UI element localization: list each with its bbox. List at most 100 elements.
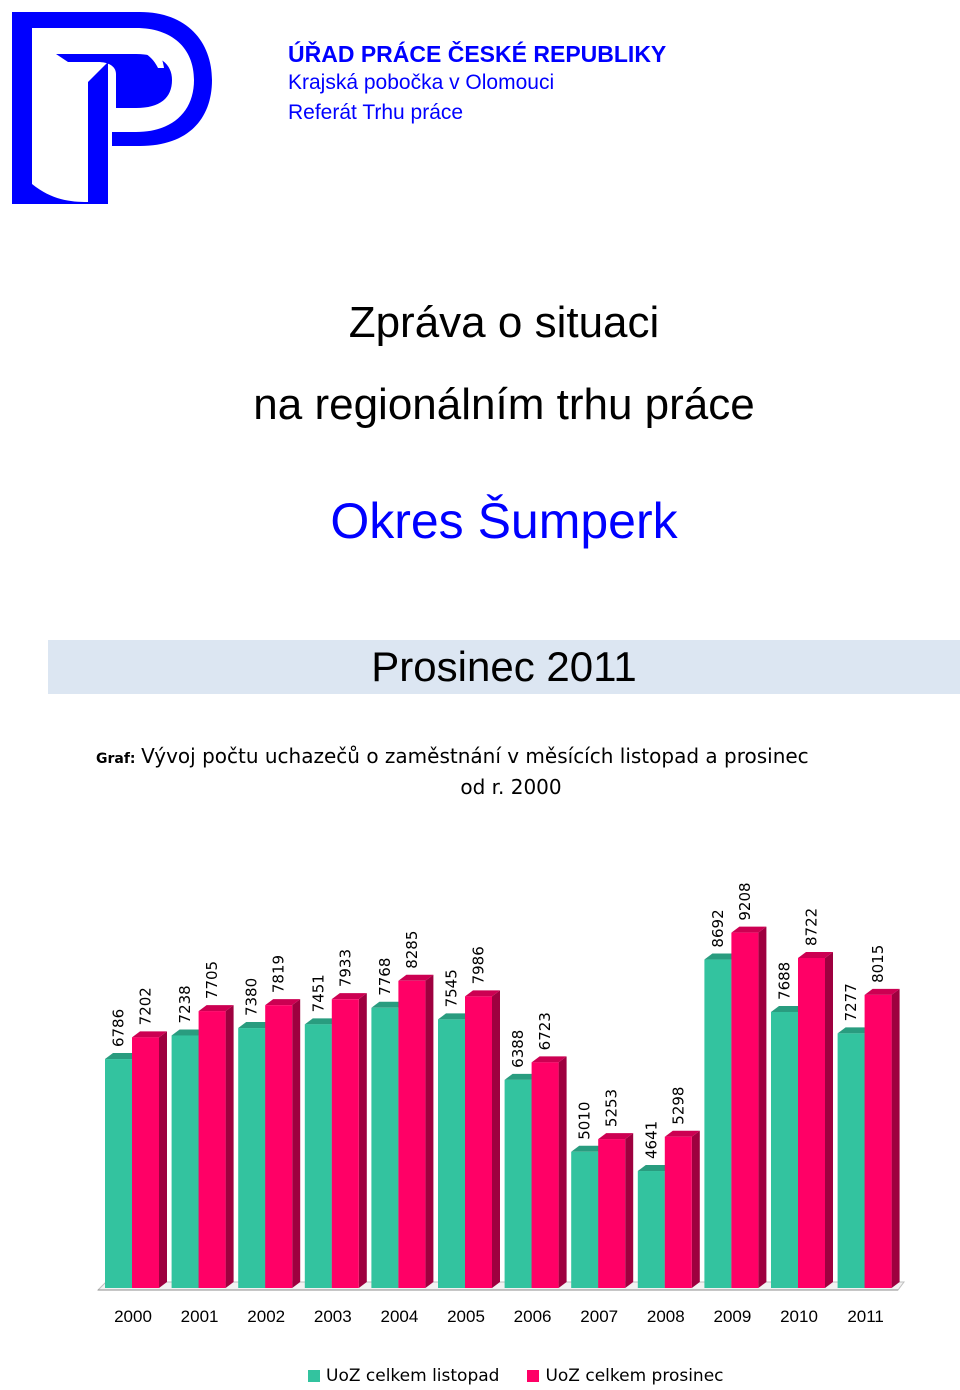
data-label-2010-s0: 7688 [776,962,794,1000]
bar-top-2009-s1 [731,926,767,933]
bar-side-2001-s1 [225,1005,234,1288]
x-tick-2002: 2002 [247,1307,285,1326]
bar-top-2010-s0 [771,1005,806,1012]
data-label-2009-s1: 9208 [736,882,754,920]
bar-2004-s1 [398,980,426,1288]
bar-top-2007-s1 [598,1133,634,1140]
bar-2011-s1 [864,994,892,1288]
bar-2003-s0 [304,1024,332,1288]
data-label-2010-s1: 8722 [803,908,821,946]
bar-2008-s0 [637,1171,665,1288]
data-label-2003-s0: 7451 [309,974,327,1012]
bar-side-2002-s1 [292,999,301,1288]
legend-item-listopad: UoZ celkem listopad [308,1366,499,1386]
bar-2011-s0 [837,1033,865,1288]
legend-swatch-listopad [308,1370,320,1382]
x-tick-2009: 2009 [713,1307,751,1326]
bar-top-2011-s0 [837,1027,873,1034]
data-label-2005-s1: 7986 [470,946,488,984]
report-title-line2: na regionálním trhu práce [253,380,755,429]
bar-top-2006-s0 [504,1073,540,1080]
x-tick-2000: 2000 [114,1307,152,1326]
bar-side-2003-s1 [358,993,367,1288]
legend-label-listopad: UoZ celkem listopad [326,1366,500,1386]
bar-top-2004-s1 [398,974,434,981]
data-label-2003-s1: 7933 [336,949,354,987]
data-label-2011-s0: 7277 [842,983,860,1021]
report-period: Prosinec 2011 [371,643,637,690]
bar-2009-s1 [731,932,759,1288]
bar-side-2000-s1 [159,1031,167,1288]
data-label-2007-s0: 5010 [576,1102,594,1140]
bar-2010-s0 [771,1011,798,1288]
bar-top-2000-s1 [132,1031,167,1038]
bar-top-2010-s1 [798,951,833,958]
bar-side-2006-s1 [558,1056,567,1288]
legend-label-prosinec: UoZ celkem prosinec [545,1366,724,1386]
office-branch: Krajská pobočka v Olomouci [288,71,555,94]
bar-2002-s0 [238,1028,266,1288]
bar-2003-s1 [331,999,359,1288]
x-tick-2010: 2010 [780,1307,818,1326]
office-header: ÚŘAD PRÁCE ČESKÉ REPUBLIKY Krajská poboč… [288,40,666,128]
data-label-2001-s1: 7705 [203,961,221,999]
bar-side-2004-s1 [425,974,434,1288]
urad-prace-logo-icon [12,12,212,204]
bar-2001-s1 [198,1011,226,1288]
bar-top-2011-s1 [864,988,900,995]
bar-top-2002-s1 [265,999,301,1006]
bar-2000-s1 [132,1037,159,1288]
bar-top-2001-s1 [198,1005,234,1012]
bar-top-2000-s0 [105,1053,140,1060]
report-title-line1: Zpráva o situaci [348,298,660,347]
bar-top-2002-s0 [238,1022,274,1029]
x-tick-2001: 2001 [181,1307,219,1326]
legend-item-prosinec: UoZ celkem prosinec [527,1366,724,1386]
bar-2009-s0 [704,959,732,1288]
bar-top-2004-s0 [371,1001,407,1008]
bar-side-2011-s1 [891,988,900,1288]
data-label-2001-s0: 7238 [176,985,194,1023]
bar-top-2006-s1 [531,1056,567,1063]
bar-top-2003-s0 [304,1018,340,1025]
caption-label: Graf: [96,751,136,767]
chart-legend: UoZ celkem listopad UoZ celkem prosinec [308,1366,752,1386]
data-label-2006-s1: 6723 [536,1012,554,1050]
chart-caption: Graf: Vývoj počtu uchazečů o zaměstnání … [96,742,926,801]
data-label-2011-s1: 8015 [869,945,887,983]
bar-2007-s1 [598,1139,626,1288]
bar-side-2008-s1 [691,1130,700,1288]
x-tick-2005: 2005 [447,1307,485,1326]
bar-2002-s1 [265,1005,293,1288]
bar-2005-s0 [438,1019,465,1288]
district-name: Okres Šumperk [330,493,678,549]
data-label-2002-s0: 7380 [243,978,261,1016]
data-label-2007-s1: 5253 [603,1089,621,1127]
data-label-2000-s0: 6786 [110,1009,128,1047]
office-department: Referát Trhu práce [288,101,464,124]
unemployment-chart: 6786 7202 2000 7238 7705 2001 7380 7819 2002 7451… [96,882,905,1326]
bar-top-2008-s1 [664,1130,700,1137]
bar-top-2007-s0 [571,1145,607,1152]
data-label-2008-s1: 5298 [669,1087,687,1125]
bar-top-2005-s1 [465,990,500,997]
bar-2000-s0 [105,1059,132,1288]
bar-2005-s1 [465,996,492,1288]
bar-2006-s1 [531,1062,559,1288]
bar-2010-s1 [798,957,825,1288]
bar-side-2010-s1 [825,951,833,1288]
bar-top-2008-s0 [637,1165,673,1172]
x-tick-2006: 2006 [514,1307,552,1326]
caption-text-line1: Vývoj počtu uchazečů o zaměstnání v měsí… [141,744,809,768]
office-name: ÚŘAD PRÁCE ČESKÉ REPUBLIKY [288,41,667,67]
bar-top-2005-s0 [438,1013,473,1020]
bar-2001-s0 [171,1035,199,1288]
bar-2008-s1 [664,1136,692,1288]
period-band: Prosinec 2011 [48,640,960,694]
x-tick-2007: 2007 [580,1307,618,1326]
bar-top-2001-s0 [171,1029,207,1036]
bar-side-2009-s1 [758,926,767,1288]
data-label-2004-s1: 8285 [403,931,421,969]
bar-2007-s0 [571,1151,599,1288]
x-tick-2003: 2003 [314,1307,352,1326]
